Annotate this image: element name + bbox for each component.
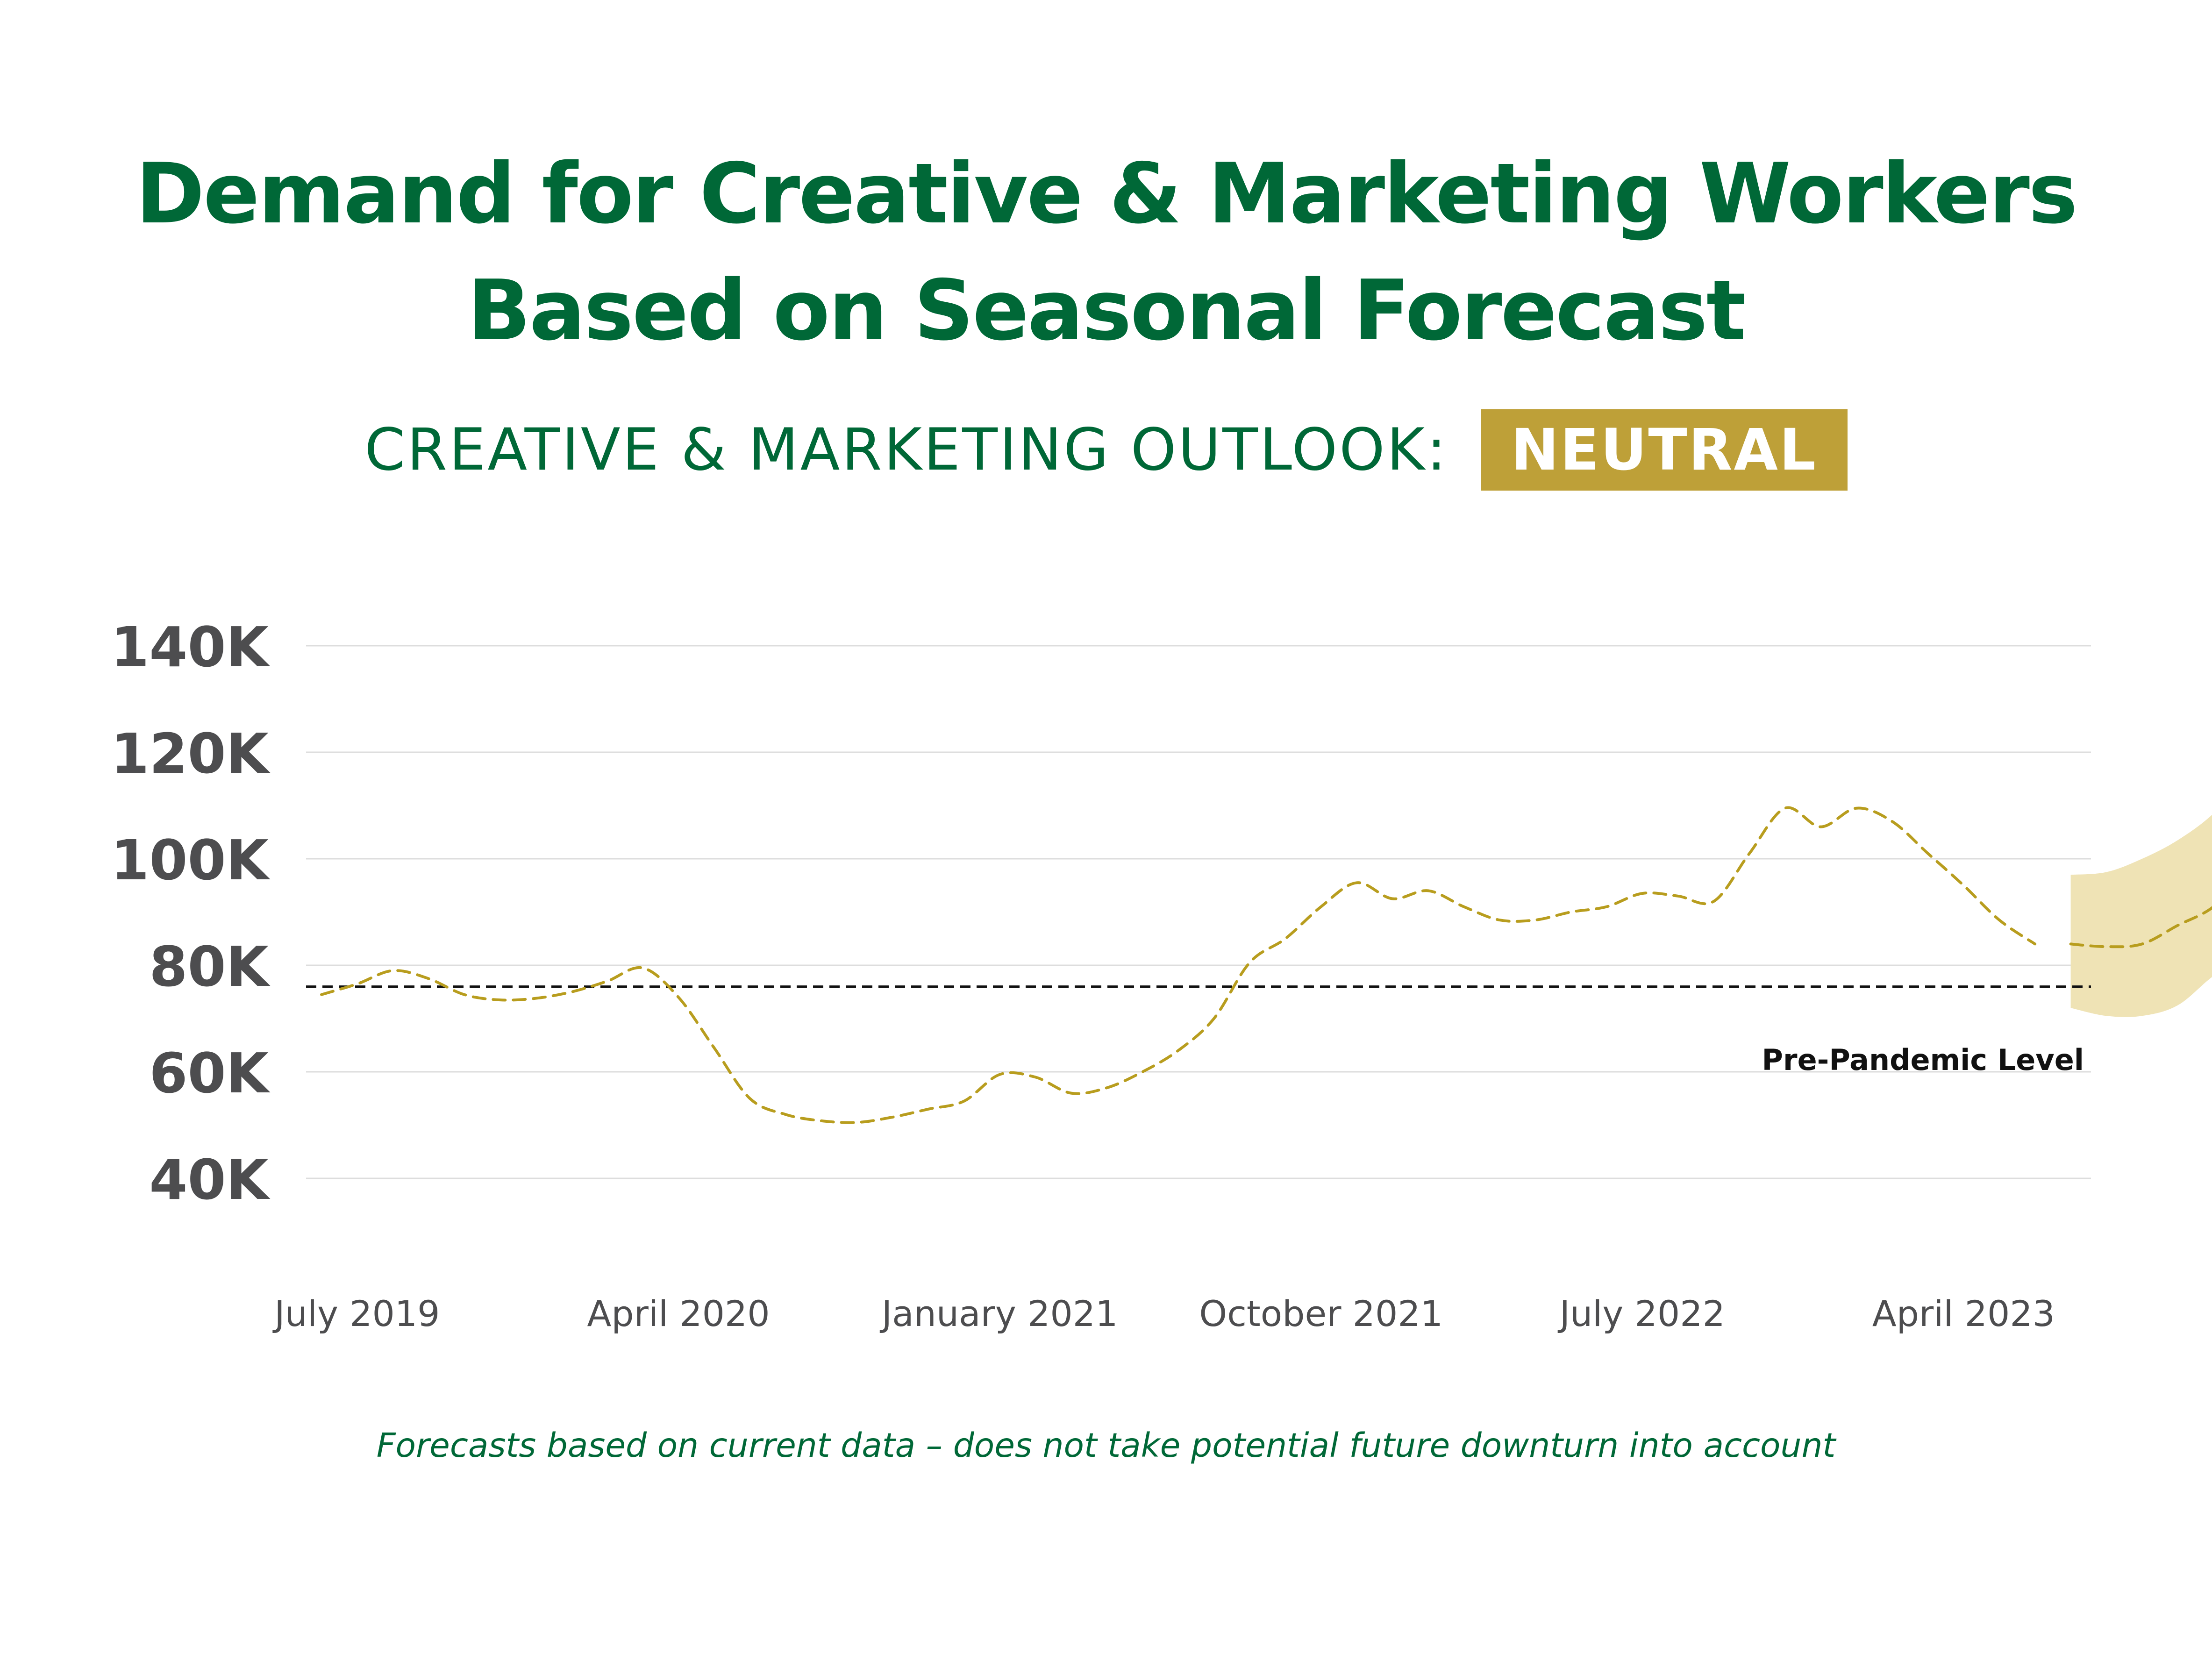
data-point (606, 980, 608, 983)
data-point (534, 997, 537, 1000)
data-point (784, 1113, 787, 1116)
data-point (1427, 889, 1429, 892)
chart-title-line-2: Based on Seasonal Forecast (467, 262, 1746, 359)
data-point (1177, 1049, 1180, 1052)
x-tick-label: October 2021 (1199, 1293, 1443, 1334)
y-tick-label: 80K (149, 934, 271, 999)
data-point (677, 996, 680, 998)
x-tick-label: January 2021 (880, 1293, 1118, 1334)
data-point (1855, 807, 1858, 810)
data-point (1248, 961, 1251, 964)
data-point (1784, 807, 1786, 810)
y-tick-label: 100K (111, 828, 271, 892)
data-point (427, 977, 430, 980)
data-point (749, 1097, 751, 1100)
data-point (1927, 852, 1929, 855)
x-tick-label: July 2022 (1558, 1293, 1725, 1334)
data-point (499, 998, 501, 1001)
data-point (891, 1116, 894, 1119)
y-tick-label: 60K (149, 1041, 271, 1105)
actual-demand-line (320, 806, 2037, 1124)
outlook-row: CREATIVE & MARKETING OUTLOOK: NEUTRAL (0, 406, 2212, 493)
data-point (999, 1073, 1001, 1076)
data-point (1141, 1070, 1144, 1073)
footnote: Forecasts based on current data – does n… (376, 1426, 1836, 1465)
data-point (1320, 905, 1322, 908)
data-point (356, 983, 358, 985)
gridlines (306, 645, 2091, 1179)
data-point (713, 1047, 715, 1049)
x-axis-ticks: July 2019 April 2020 January 2021 October 2… (272, 1293, 2055, 1334)
data-point (1213, 1017, 1215, 1020)
y-axis-ticks: 40K 60K 80K 100K 120K 140K (111, 615, 271, 1212)
data-point (820, 1119, 823, 1122)
forecast-confidence-band (2070, 814, 2212, 1017)
title-block: Demand for Creative & Marketing Workers … (0, 135, 2212, 369)
data-point (1748, 852, 1751, 855)
data-point (1820, 826, 1822, 828)
outlook-label: CREATIVE & MARKETING OUTLOOK: (364, 416, 1448, 484)
data-point (1570, 911, 1572, 913)
data-point (1034, 1076, 1037, 1078)
data-point (927, 1108, 930, 1111)
forecast-point (2105, 945, 2108, 948)
y-tick-label: 40K (149, 1148, 271, 1212)
data-point (1641, 892, 1644, 895)
chart-title-line-1: Demand for Creative & Marketing Workers (136, 145, 2078, 242)
x-tick-label: July 2019 (272, 1293, 440, 1334)
data-point (1962, 884, 1965, 887)
data-point (856, 1121, 858, 1124)
data-point (320, 993, 323, 996)
data-point (1605, 905, 1608, 908)
data-point (963, 1100, 965, 1103)
forecast-band (2070, 814, 2212, 1017)
reference-line-group: Pre-Pandemic Level (306, 985, 2091, 1077)
reference-line-label: Pre-Pandemic Level (1762, 1043, 2084, 1077)
data-point (1498, 919, 1501, 921)
data-point (1284, 937, 1287, 940)
series-lines (320, 806, 2212, 1124)
x-tick-label: April 2020 (587, 1293, 770, 1334)
data-point (1891, 820, 1894, 823)
x-tick-label: April 2023 (1872, 1293, 2055, 1334)
data-point (1356, 881, 1358, 884)
data-point (1463, 905, 1465, 908)
data-point (392, 969, 394, 972)
data-point (1998, 919, 2001, 921)
forecast-point (2141, 942, 2143, 945)
data-point (1106, 1086, 1108, 1089)
data-point (1391, 898, 1394, 900)
data-point (570, 991, 573, 993)
outlook-badge: NEUTRAL (1480, 409, 1848, 491)
data-point (463, 993, 466, 996)
data-point (1677, 895, 1679, 898)
forecast-point (2069, 942, 2072, 945)
y-tick-label: 120K (111, 721, 271, 786)
data-point (1713, 900, 1715, 903)
data-point (642, 967, 644, 970)
y-tick-label: 140K (111, 615, 271, 679)
data-point (2034, 942, 2036, 945)
data-point (1070, 1092, 1072, 1095)
data-point (1534, 919, 1537, 921)
forecast-point (2176, 924, 2179, 927)
